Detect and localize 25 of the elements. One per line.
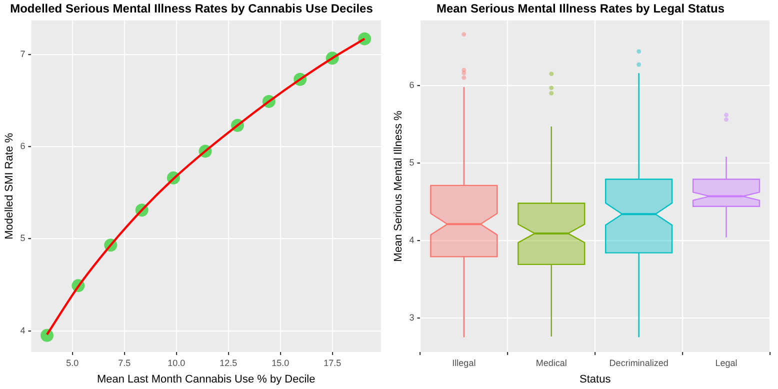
point — [40, 328, 54, 342]
y-tick-label: 5 — [20, 233, 26, 244]
y-tick-label: 7 — [20, 48, 26, 59]
x-axis-title: Mean Last Month Cannabis Use % by Decile — [96, 373, 316, 386]
x-tick-label: Medical — [536, 358, 567, 368]
x-tick-label: 7.5 — [118, 358, 131, 368]
x-tick-label: Legal — [715, 358, 738, 368]
y-axis-title: Mean Serious Mental Illness % — [392, 110, 405, 262]
chart-title: Modelled Serious Mental Illness Rates by Cannabis Use Deciles — [10, 2, 374, 16]
y-tick-label: 6 — [20, 141, 26, 152]
x-tick-label: Decriminalized — [609, 358, 668, 368]
y-tick-label: 5 — [409, 157, 414, 168]
y-tick-label: 4 — [409, 234, 414, 245]
chart-title: Mean Serious Mental Illness Rates by Legal Status — [436, 2, 725, 16]
x-axis-title: Status — [580, 373, 612, 386]
y-tick-label: 3 — [409, 312, 414, 322]
x-tick-label: 17.5 — [324, 358, 342, 368]
x-tick-label: 10.0 — [168, 358, 186, 368]
x-tick-label: Illegal — [452, 358, 476, 368]
x-tick-label: 15.0 — [272, 358, 290, 368]
y-tick-label: 6 — [409, 80, 414, 90]
y-tick-label: 4 — [20, 325, 26, 336]
y-axis-title: Modelled SMI Rate % — [4, 132, 16, 240]
x-tick-label: 12.5 — [220, 358, 238, 368]
x-tick-label: 5.0 — [66, 358, 79, 368]
